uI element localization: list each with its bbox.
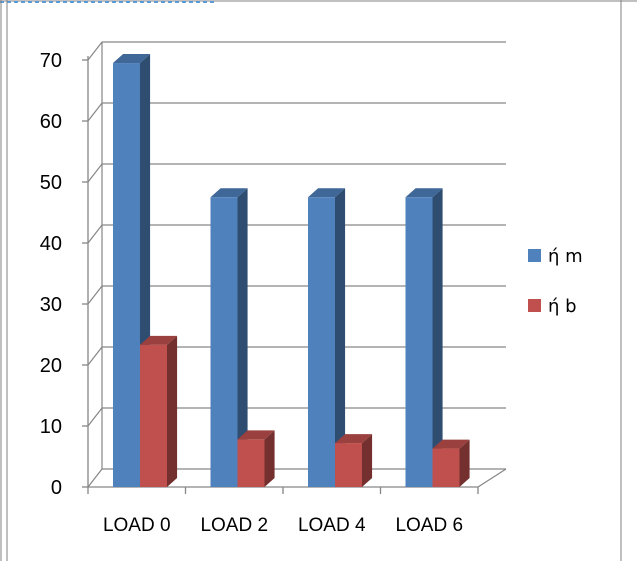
gridline-depth bbox=[87, 102, 103, 122]
bar-side bbox=[432, 188, 443, 487]
bar-top bbox=[432, 439, 470, 449]
axis-labels: 0 10 20 30 40 50 60 70 LOAD 0 LOAD 2 LOAD 4 LOAD 6 bbox=[40, 50, 463, 536]
bar-side bbox=[459, 439, 470, 487]
bar-front bbox=[335, 443, 362, 487]
bar-top bbox=[210, 188, 248, 198]
legend-label: ή b bbox=[548, 296, 577, 317]
bar-top bbox=[237, 430, 275, 440]
gridline-depth bbox=[87, 41, 103, 61]
bar-side bbox=[362, 434, 373, 487]
gridline-depth bbox=[87, 407, 103, 427]
gridline-depth bbox=[87, 285, 103, 305]
legend-label: ή m bbox=[548, 246, 583, 267]
floor-right-edge bbox=[477, 468, 507, 488]
bar-top bbox=[140, 335, 178, 345]
y-tick-label: 60 bbox=[40, 111, 62, 133]
legend: ή m ή b bbox=[528, 246, 583, 317]
bar-top bbox=[113, 54, 151, 64]
bar bbox=[140, 335, 178, 487]
y-tick-label: 50 bbox=[40, 172, 62, 194]
bar bbox=[335, 434, 373, 487]
x-tick-label: LOAD 0 bbox=[103, 515, 171, 536]
bar bbox=[432, 439, 470, 487]
bar-side bbox=[237, 188, 248, 487]
gridline-depth bbox=[87, 346, 103, 366]
bar-front bbox=[140, 344, 167, 487]
bar-front bbox=[308, 197, 335, 487]
y-tick-label: 20 bbox=[40, 355, 62, 377]
bar bbox=[308, 188, 346, 487]
legend-swatch bbox=[528, 299, 541, 312]
bar-front bbox=[432, 448, 460, 487]
bar bbox=[405, 188, 443, 487]
y-tick-label: 10 bbox=[40, 416, 62, 438]
bar-side bbox=[167, 335, 178, 487]
gridline-depth bbox=[87, 468, 103, 488]
bar-front bbox=[237, 439, 265, 487]
y-tick-label: 0 bbox=[51, 477, 62, 499]
bar-side bbox=[335, 188, 346, 487]
x-tick-label: LOAD 2 bbox=[200, 515, 268, 536]
bar-side bbox=[264, 430, 275, 487]
y-tick-label: 70 bbox=[40, 50, 62, 72]
y-tick-label: 30 bbox=[40, 294, 62, 316]
bar-top bbox=[308, 188, 346, 198]
bar-top bbox=[335, 434, 373, 444]
bar-front bbox=[210, 197, 238, 487]
bar bbox=[237, 430, 275, 487]
legend-swatch bbox=[528, 249, 541, 262]
bar-front bbox=[113, 63, 140, 488]
y-tick-label: 40 bbox=[40, 233, 62, 255]
x-tick-label: LOAD 6 bbox=[395, 515, 463, 536]
gridline-depth bbox=[87, 224, 103, 244]
bar bbox=[210, 188, 248, 487]
bar-top bbox=[405, 188, 443, 198]
x-tick-label: LOAD 4 bbox=[298, 515, 366, 536]
bar-front bbox=[405, 197, 433, 487]
bars bbox=[113, 54, 470, 488]
gridline-depth bbox=[87, 163, 103, 183]
